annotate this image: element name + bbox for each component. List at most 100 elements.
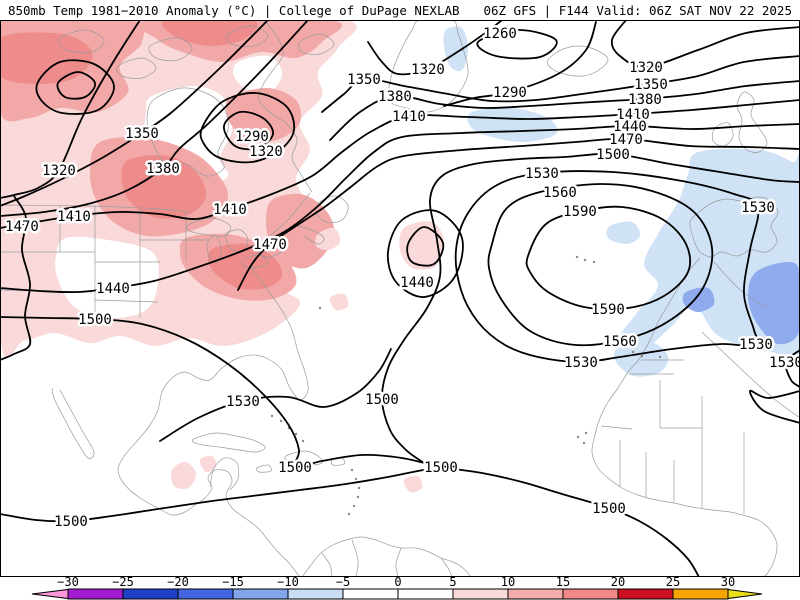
colorbar-segment (452, 588, 509, 600)
baja-california (51, 387, 95, 459)
island-dot (270, 414, 274, 418)
warm-spot-mexico (199, 455, 217, 473)
contour-label: 1560 (543, 185, 577, 201)
island-dot (357, 486, 361, 490)
contour-1560 (487, 183, 714, 347)
contour-label: 1470 (253, 237, 287, 253)
lake-superior (186, 217, 231, 237)
contour-1320 (0, 20, 141, 199)
height-contour-layer (0, 20, 800, 577)
island-dot (576, 435, 580, 439)
model-run-info: 06Z GFS | F144 Valid: 06Z SAT NOV 22 202… (483, 2, 792, 18)
contour-1470 (237, 137, 800, 291)
sa-border (440, 557, 453, 577)
south-america-coast (301, 536, 472, 577)
contour-1530 (454, 170, 760, 363)
contour-1500 (0, 316, 700, 577)
geography-layer (0, 20, 800, 577)
contour-label: 1440 (96, 281, 130, 297)
contour-1290 (35, 59, 115, 115)
island-dot (318, 306, 322, 310)
ireland (711, 122, 734, 147)
contour-1260 (56, 71, 97, 100)
warm-anomaly-mid (225, 87, 302, 143)
cuba (192, 432, 266, 453)
us-canada-border (0, 204, 191, 213)
island-dot (301, 439, 305, 443)
island-dot (592, 260, 596, 264)
warm-spot-midatlantic (399, 221, 445, 270)
hispaniola (284, 450, 323, 466)
contour-1530 (784, 349, 800, 388)
contour-label: 1500 (592, 501, 626, 517)
cold-anomaly-light-canaries (613, 341, 669, 377)
colorbar-segment (507, 588, 564, 600)
contour-label: 1410 (213, 202, 247, 218)
lake-erie (241, 254, 269, 269)
warm-spot-atlantic (403, 475, 423, 493)
colorbar-tick-label: −20 (167, 575, 189, 589)
colorbar-segment (617, 588, 674, 600)
colorbar-tick-label: 5 (449, 575, 456, 589)
contour-label: 1380 (628, 92, 662, 108)
colorbar-tick-label: 0 (394, 575, 401, 589)
island-dot (575, 255, 579, 259)
contour-1500 (381, 152, 800, 464)
contour-label: 1470 (609, 132, 643, 148)
contour-1350 (321, 55, 800, 113)
warm-anomaly-deep (0, 32, 93, 84)
arctic-island (298, 33, 335, 55)
contour-label: 1440 (613, 119, 647, 135)
contour-label: 1350 (347, 72, 381, 88)
warm-spot-bermuda (329, 293, 349, 311)
island-dot (631, 350, 635, 354)
contour-label: 1530 (739, 337, 773, 353)
contour-label: 1590 (591, 302, 625, 318)
colorbar-tick-label: 15 (556, 575, 570, 589)
contour-label: 1530 (769, 355, 800, 371)
contour-label: 1500 (365, 392, 399, 408)
colorbar-segment (397, 588, 454, 600)
colorbar-tick-label: −15 (222, 575, 244, 589)
lake-huron (225, 229, 249, 253)
cold-anomaly-mid-algeria (748, 261, 800, 345)
contour-1410 (0, 99, 800, 229)
island-dot (582, 441, 586, 445)
labrador-coast (258, 20, 313, 193)
arctic-island (116, 57, 157, 79)
colorbar-segment (67, 588, 124, 600)
contour-1470 (0, 195, 32, 361)
lake-ontario (259, 245, 282, 258)
contour-label: 1560 (603, 334, 637, 350)
contour-label: 1500 (596, 147, 630, 163)
yucatan (209, 457, 240, 491)
nova-scotia (297, 225, 325, 245)
contour-label: 1470 (5, 219, 39, 235)
warm-anomaly-deep (121, 155, 207, 219)
colorbar-arrow-left (31, 588, 69, 600)
contour-1380 (0, 20, 309, 217)
colorbar-segment (232, 588, 289, 600)
island-dot (279, 419, 283, 423)
island-dot (352, 504, 356, 508)
island-dot (640, 354, 644, 358)
africa-west-coast (591, 257, 778, 577)
island-dot (354, 477, 358, 481)
sa-border (395, 547, 402, 577)
contour-label: 1350 (125, 126, 159, 142)
contour-label: 1290 (493, 85, 527, 101)
contour-label: 1320 (411, 62, 445, 78)
island-dot (356, 495, 360, 499)
warm-spot (315, 227, 341, 251)
colorbar-segment (562, 588, 619, 600)
contour-label: 1530 (741, 200, 775, 216)
contour-label: 1590 (563, 204, 597, 220)
contour-label: 1320 (249, 144, 283, 160)
island-dot (350, 468, 354, 472)
contour-label: 1500 (278, 460, 312, 476)
contour-1320 (610, 20, 800, 68)
colorbar-tick-label: 30 (721, 575, 735, 589)
contour-label: 1260 (483, 26, 517, 42)
